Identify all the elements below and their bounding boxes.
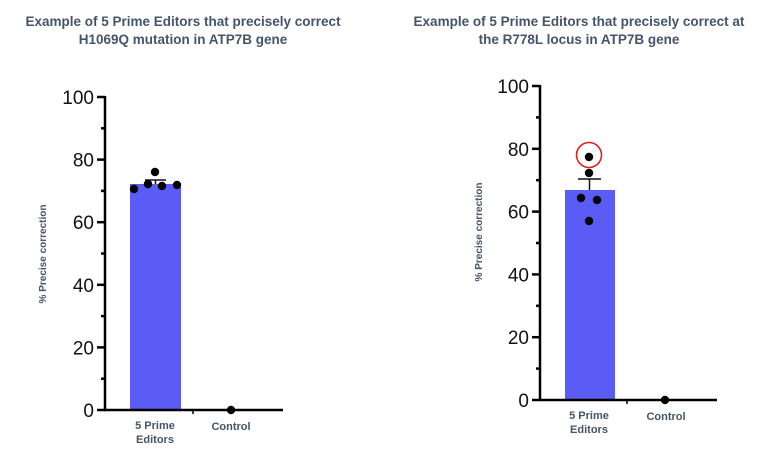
control-data-point xyxy=(226,405,236,415)
data-point xyxy=(172,180,182,190)
right-tick-80: 80 xyxy=(508,140,529,161)
data-point xyxy=(129,184,139,194)
data-point xyxy=(584,152,594,162)
left-x-axis xyxy=(104,408,283,414)
left-tick-20: 20 xyxy=(73,338,94,359)
left-cat-label-control: Control xyxy=(211,421,250,433)
left-y-axis xyxy=(97,95,107,412)
right-cat-label-control: Control xyxy=(646,411,685,423)
right-tick-60: 60 xyxy=(508,203,529,224)
highlight-circle-annotation xyxy=(575,141,603,169)
right-cat-label-prime-editors-1: 5 Prime xyxy=(569,410,609,422)
data-point xyxy=(584,216,594,226)
right-data-points xyxy=(576,152,670,405)
left-chart-title: Example of 5 Prime Editors that precisel… xyxy=(25,14,341,47)
left-tick-80: 80 xyxy=(73,151,94,172)
data-point xyxy=(157,181,167,191)
left-cat-label-prime-editors-2: Editors xyxy=(136,434,174,446)
right-x-axis xyxy=(539,398,717,404)
left-chart: % Precise correction xyxy=(38,88,283,446)
left-y-axis-label: % Precise correction xyxy=(38,205,49,304)
data-point xyxy=(584,168,594,178)
data-point xyxy=(592,195,602,205)
right-y-axis xyxy=(532,84,542,402)
right-error-bar xyxy=(578,178,601,190)
data-point xyxy=(143,179,153,189)
right-tick-100: 100 xyxy=(497,77,529,98)
right-cat-label-prime-editors-2: Editors xyxy=(570,424,608,436)
right-chart-title: Example of 5 Prime Editors that precisel… xyxy=(413,14,745,47)
right-tick-0: 0 xyxy=(518,391,529,412)
data-point xyxy=(576,193,586,203)
left-bar-prime-editors xyxy=(130,184,181,410)
left-tick-0: 0 xyxy=(83,401,94,422)
data-point xyxy=(150,167,160,177)
left-tick-60: 60 xyxy=(73,213,94,234)
left-cat-label-prime-editors-1: 5 Prime xyxy=(135,420,175,432)
right-y-axis-label: % Precise correction xyxy=(474,183,485,282)
left-tick-40: 40 xyxy=(73,276,94,297)
left-tick-100: 100 xyxy=(62,88,94,109)
right-chart: % Precise correction 100 xyxy=(474,77,717,436)
control-data-point xyxy=(660,395,670,405)
left-data-points xyxy=(129,167,236,415)
right-tick-20: 20 xyxy=(508,328,529,349)
right-tick-40: 40 xyxy=(508,265,529,286)
